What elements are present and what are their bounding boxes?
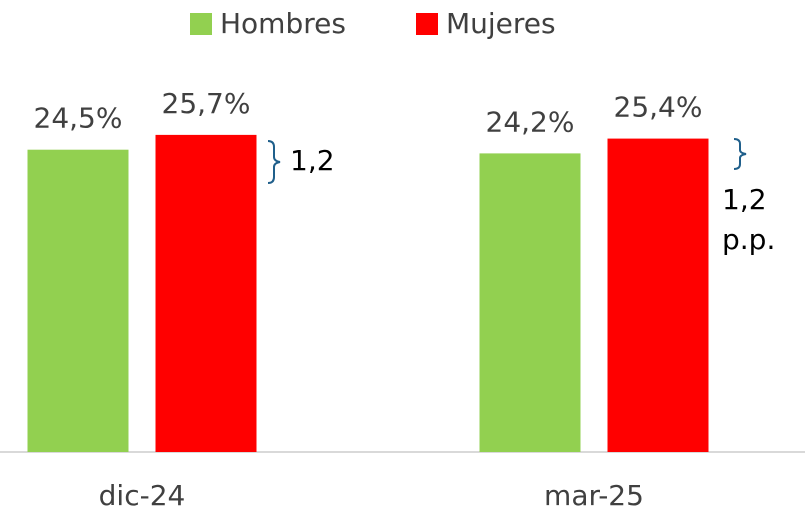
legend-swatch [416, 13, 438, 35]
legend-label: Mujeres [446, 7, 556, 40]
bracket [733, 138, 747, 170]
annotation: 1,2 p.p. [722, 183, 776, 256]
value-label: 24,2% [486, 105, 575, 138]
annotation: 1,2 [290, 144, 335, 177]
value-label: 25,4% [614, 91, 703, 124]
bar [479, 153, 581, 452]
value-label: 25,7% [162, 87, 251, 120]
legend-swatch [190, 13, 212, 35]
legend-label: Hombres [220, 7, 346, 40]
x-tick-label: mar-25 [544, 479, 644, 512]
value-label: 24,5% [34, 102, 123, 135]
x-tick-label: dic-24 [99, 479, 186, 512]
bar [607, 138, 709, 452]
bar [27, 149, 129, 452]
bracket [267, 140, 281, 184]
bar [155, 134, 257, 453]
